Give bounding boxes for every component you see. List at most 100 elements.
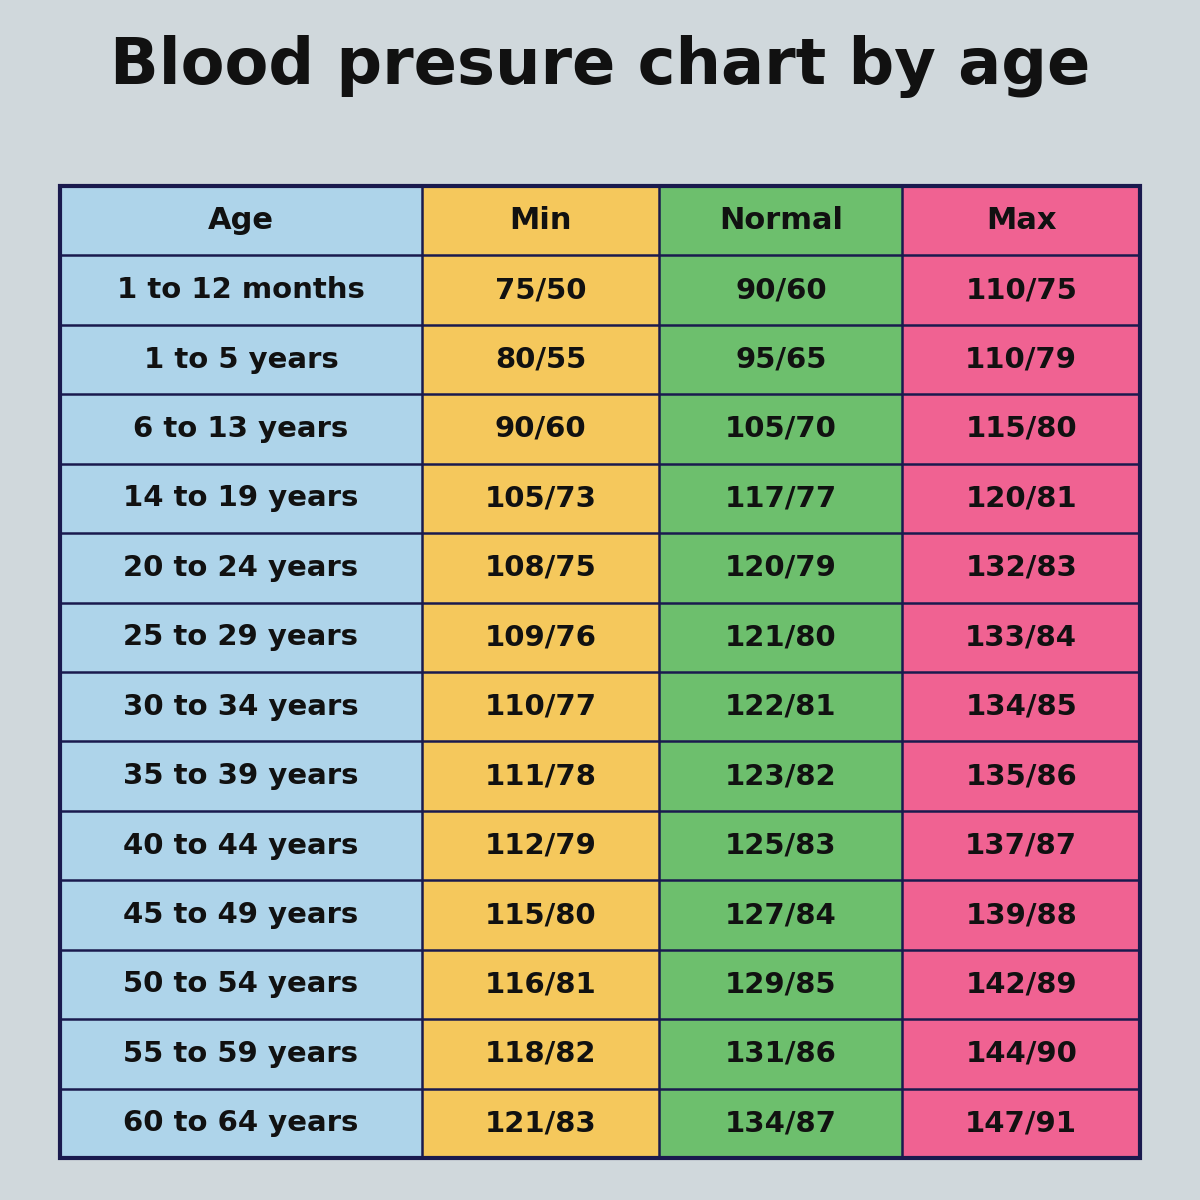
- Text: 135/86: 135/86: [965, 762, 1078, 790]
- Bar: [660, 1019, 902, 1088]
- Bar: [902, 463, 1140, 533]
- Text: 1 to 12 months: 1 to 12 months: [116, 276, 365, 304]
- Text: 118/82: 118/82: [485, 1040, 596, 1068]
- Text: Max: Max: [986, 206, 1056, 235]
- Text: 80/55: 80/55: [494, 346, 587, 373]
- Bar: [902, 811, 1140, 881]
- Bar: [660, 881, 902, 949]
- Bar: [60, 325, 422, 395]
- Text: 144/90: 144/90: [965, 1040, 1078, 1068]
- Bar: [422, 533, 660, 602]
- Text: 115/80: 115/80: [485, 901, 596, 929]
- Bar: [422, 742, 660, 811]
- Text: 40 to 44 years: 40 to 44 years: [124, 832, 359, 859]
- Bar: [660, 949, 902, 1019]
- Bar: [422, 672, 660, 742]
- Bar: [422, 186, 660, 256]
- Bar: [60, 186, 1140, 1158]
- Bar: [60, 186, 422, 256]
- Bar: [902, 186, 1140, 256]
- Bar: [60, 1088, 422, 1158]
- Text: 131/86: 131/86: [725, 1040, 836, 1068]
- Bar: [902, 881, 1140, 949]
- Text: 35 to 39 years: 35 to 39 years: [124, 762, 359, 790]
- Text: 129/85: 129/85: [725, 971, 836, 998]
- Bar: [902, 533, 1140, 602]
- Bar: [660, 533, 902, 602]
- Bar: [60, 811, 422, 881]
- Bar: [902, 602, 1140, 672]
- Bar: [422, 463, 660, 533]
- Bar: [60, 602, 422, 672]
- Bar: [660, 186, 902, 256]
- Text: 122/81: 122/81: [725, 692, 836, 721]
- Bar: [902, 256, 1140, 325]
- Bar: [902, 949, 1140, 1019]
- Text: 133/84: 133/84: [965, 623, 1078, 652]
- Bar: [902, 672, 1140, 742]
- Text: Blood presure chart by age: Blood presure chart by age: [110, 35, 1090, 97]
- Bar: [60, 949, 422, 1019]
- Bar: [902, 1019, 1140, 1088]
- Text: 20 to 24 years: 20 to 24 years: [124, 554, 359, 582]
- Bar: [60, 533, 422, 602]
- Text: Age: Age: [208, 206, 274, 235]
- Text: 134/87: 134/87: [725, 1109, 836, 1138]
- Text: 105/70: 105/70: [725, 415, 836, 443]
- Bar: [422, 256, 660, 325]
- Text: 25 to 29 years: 25 to 29 years: [124, 623, 359, 652]
- Text: 123/82: 123/82: [725, 762, 836, 790]
- Bar: [422, 1088, 660, 1158]
- Bar: [422, 602, 660, 672]
- Text: 110/75: 110/75: [965, 276, 1078, 304]
- Text: 1 to 5 years: 1 to 5 years: [144, 346, 338, 373]
- Text: Min: Min: [509, 206, 572, 235]
- Bar: [60, 1019, 422, 1088]
- Bar: [60, 256, 422, 325]
- Text: 115/80: 115/80: [965, 415, 1078, 443]
- Bar: [60, 672, 422, 742]
- Text: 60 to 64 years: 60 to 64 years: [124, 1109, 359, 1138]
- Text: 109/76: 109/76: [485, 623, 596, 652]
- Text: 90/60: 90/60: [494, 415, 587, 443]
- Text: 108/75: 108/75: [485, 554, 596, 582]
- Text: 110/79: 110/79: [965, 346, 1078, 373]
- Text: 90/60: 90/60: [736, 276, 827, 304]
- Text: 105/73: 105/73: [485, 485, 596, 512]
- Text: 139/88: 139/88: [965, 901, 1078, 929]
- Bar: [422, 1019, 660, 1088]
- Text: 116/81: 116/81: [485, 971, 596, 998]
- Bar: [660, 742, 902, 811]
- Text: 50 to 54 years: 50 to 54 years: [124, 971, 359, 998]
- Text: 75/50: 75/50: [494, 276, 587, 304]
- Text: 117/77: 117/77: [725, 485, 838, 512]
- Text: 134/85: 134/85: [965, 692, 1078, 721]
- Bar: [902, 742, 1140, 811]
- Bar: [422, 881, 660, 949]
- Text: 30 to 34 years: 30 to 34 years: [124, 692, 359, 721]
- Text: 14 to 19 years: 14 to 19 years: [124, 485, 359, 512]
- Bar: [902, 395, 1140, 463]
- Bar: [660, 672, 902, 742]
- Text: 137/87: 137/87: [965, 832, 1078, 859]
- Text: 132/83: 132/83: [965, 554, 1078, 582]
- Bar: [902, 1088, 1140, 1158]
- Text: 127/84: 127/84: [725, 901, 836, 929]
- Bar: [660, 325, 902, 395]
- Bar: [660, 395, 902, 463]
- Text: 45 to 49 years: 45 to 49 years: [124, 901, 359, 929]
- Text: 147/91: 147/91: [965, 1109, 1078, 1138]
- Text: 112/79: 112/79: [485, 832, 596, 859]
- Bar: [422, 325, 660, 395]
- Bar: [60, 463, 422, 533]
- Bar: [422, 811, 660, 881]
- Bar: [422, 949, 660, 1019]
- Text: 110/77: 110/77: [485, 692, 596, 721]
- Bar: [660, 463, 902, 533]
- Bar: [60, 881, 422, 949]
- Text: 142/89: 142/89: [965, 971, 1078, 998]
- Text: 95/65: 95/65: [736, 346, 827, 373]
- Bar: [422, 395, 660, 463]
- Bar: [660, 256, 902, 325]
- Text: Normal: Normal: [719, 206, 842, 235]
